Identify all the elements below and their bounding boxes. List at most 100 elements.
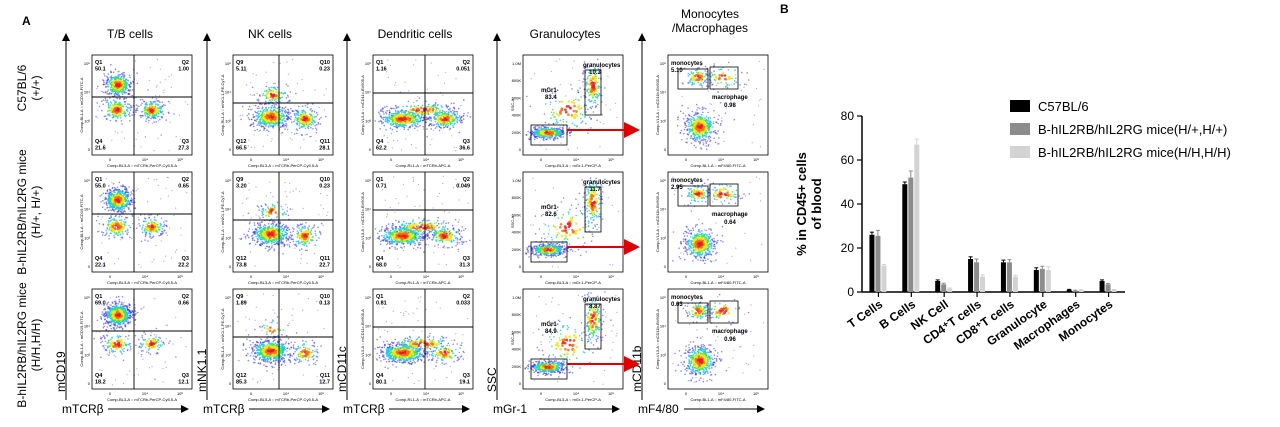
- event-dot: [398, 114, 402, 117]
- event-dot: [104, 99, 107, 102]
- event-dot: [284, 191, 286, 193]
- event-dot: [543, 113, 546, 115]
- event-dot: [307, 127, 310, 130]
- event-dot: [693, 118, 696, 120]
- event-dot: [255, 115, 258, 117]
- plot-y-title: Comp-BL1-A :: mCD19-FITC-A: [79, 194, 84, 249]
- event-dot: [114, 101, 116, 104]
- event-dot: [131, 114, 133, 116]
- event-dot: [153, 216, 156, 219]
- event-dot: [106, 77, 109, 79]
- event-dot: [686, 138, 688, 140]
- event-dot: [304, 118, 307, 121]
- event-dot: [253, 239, 256, 242]
- event-dot: [107, 225, 109, 227]
- event-dot: [705, 81, 708, 84]
- event-dot: [106, 75, 108, 78]
- event-dot: [112, 99, 115, 101]
- event-dot: [399, 120, 402, 123]
- event-dot: [282, 114, 285, 116]
- event-dot: [276, 86, 279, 89]
- event-dot: [161, 110, 163, 113]
- event-dot: [710, 71, 713, 74]
- event-dot: [559, 100, 561, 103]
- event-dot: [114, 100, 116, 102]
- event-dot: [286, 124, 288, 126]
- event-dot: [253, 116, 256, 118]
- x-axis-label: mGr-1: [493, 402, 527, 416]
- event-dot: [447, 124, 450, 127]
- event-dot: [251, 235, 253, 237]
- event-dot: [144, 227, 146, 230]
- event-dot: [158, 107, 161, 110]
- event-dot: [141, 114, 144, 117]
- event-dot: [717, 82, 719, 84]
- event-dot: [162, 221, 165, 223]
- event-dot: [297, 114, 300, 116]
- event-dot: [303, 110, 305, 113]
- event-dot: [126, 106, 129, 109]
- event-dot: [118, 75, 120, 77]
- event-dot: [267, 122, 269, 124]
- event-dot: [149, 105, 153, 108]
- event-dot: [101, 90, 103, 93]
- event-dot: [169, 102, 171, 104]
- event-dot: [409, 106, 412, 108]
- event-dot: [427, 109, 430, 113]
- event-dot: [106, 80, 108, 83]
- event-dot: [378, 120, 380, 123]
- event-dot: [734, 74, 736, 76]
- event-dot: [267, 119, 271, 123]
- event-dot: [295, 128, 298, 130]
- event-dot: [313, 121, 316, 124]
- event-dot: [469, 116, 472, 118]
- event-dot: [129, 120, 131, 122]
- event-dot: [705, 119, 707, 121]
- event-dot: [311, 110, 313, 113]
- event-dot: [412, 64, 415, 66]
- event-dot: [256, 118, 259, 120]
- event-dot: [417, 120, 420, 123]
- event-dot: [713, 70, 715, 72]
- event-dot: [153, 179, 155, 181]
- event-dot: [270, 93, 274, 97]
- event-dot: [111, 207, 114, 209]
- event-dot: [269, 109, 272, 111]
- event-dot: [112, 108, 116, 112]
- event-dot: [150, 110, 154, 113]
- event-dot: [689, 125, 691, 128]
- event-dot: [175, 136, 177, 138]
- event-dot: [129, 236, 131, 239]
- event-dot: [285, 97, 288, 99]
- event-dot: [253, 94, 255, 96]
- column-title: /Macrophages: [672, 21, 748, 35]
- event-dot: [594, 79, 598, 83]
- event-dot: [131, 237, 133, 239]
- plot-tick-y: 10⁴: [365, 90, 371, 95]
- event-dot: [388, 116, 391, 118]
- event-dot: [394, 84, 396, 86]
- event-dot: [146, 108, 150, 112]
- event-dot: [155, 245, 157, 247]
- event-dot: [159, 110, 161, 112]
- event-dot: [706, 121, 708, 123]
- event-dot: [104, 97, 107, 100]
- event-dot: [388, 109, 391, 112]
- event-dot: [396, 130, 398, 133]
- event-dot: [109, 119, 112, 122]
- event-dot: [284, 128, 286, 130]
- event-dot: [154, 100, 156, 103]
- event-dot: [169, 121, 171, 123]
- event-dot: [109, 76, 111, 79]
- event-dot: [144, 233, 147, 236]
- event-dot: [141, 226, 144, 228]
- event-dot: [268, 107, 270, 109]
- event-dot: [274, 113, 278, 117]
- event-dot: [142, 220, 145, 223]
- event-dot: [311, 118, 314, 120]
- event-dot: [109, 92, 111, 94]
- event-dot: [537, 135, 539, 138]
- event-dot: [122, 233, 124, 235]
- event-dot: [705, 115, 708, 118]
- event-dot: [261, 103, 263, 106]
